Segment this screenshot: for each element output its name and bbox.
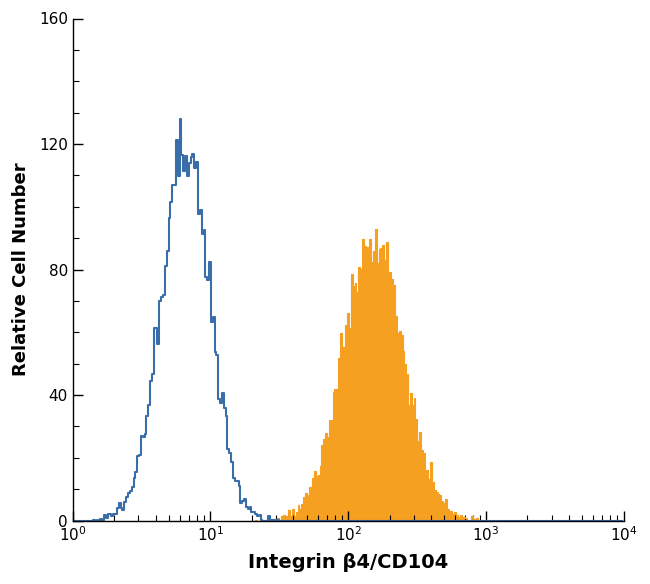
X-axis label: Integrin β4/CD104: Integrin β4/CD104 [248,552,448,572]
Y-axis label: Relative Cell Number: Relative Cell Number [12,163,31,376]
